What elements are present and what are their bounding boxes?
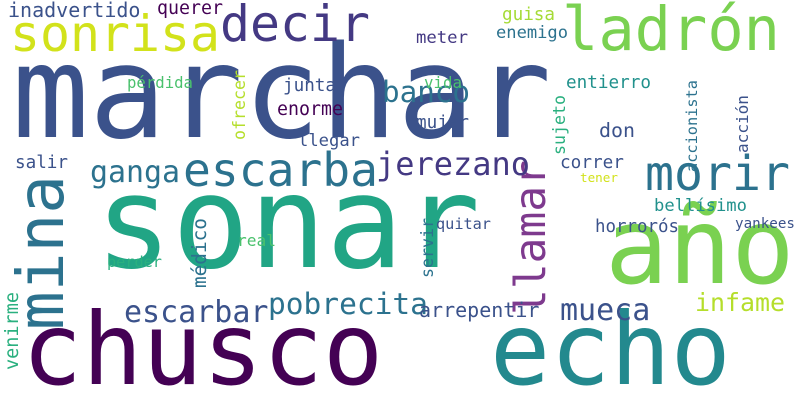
word-sujeto: sujeto bbox=[550, 95, 569, 155]
word-bellisimo: bellísimo bbox=[654, 196, 747, 216]
word-arrepentir: arrepentir bbox=[419, 298, 540, 322]
word-decir: decir bbox=[220, 0, 370, 53]
word-real: real bbox=[237, 231, 276, 250]
word-accion: acción bbox=[733, 95, 752, 153]
word-servir: servir bbox=[418, 218, 437, 278]
word-accionista: accionista bbox=[683, 80, 701, 172]
word-venirme: venirme bbox=[2, 292, 23, 370]
word-quitar: quitar bbox=[436, 215, 491, 233]
word-infame: infame bbox=[695, 288, 785, 317]
word-echo: echo bbox=[490, 291, 731, 400]
word-correr: correr bbox=[560, 153, 624, 173]
word-don: don bbox=[599, 119, 635, 142]
word-querer: querer bbox=[157, 0, 223, 19]
word-horroros: horrorós bbox=[595, 217, 679, 237]
word-salir: salir bbox=[15, 153, 69, 173]
word-sonrisa: sonrisa bbox=[10, 5, 220, 63]
word-llegar: llegar bbox=[298, 131, 360, 151]
word-jerezano: jerezano bbox=[376, 145, 530, 183]
word-mueca: mueca bbox=[560, 293, 651, 328]
word-marchar: marchar bbox=[12, 19, 552, 168]
word-medico: médico bbox=[188, 218, 211, 288]
word-banco: banco bbox=[382, 75, 471, 109]
word-tener: tener bbox=[580, 170, 618, 185]
word-ano: año bbox=[605, 186, 795, 308]
word-ladron: ladrón bbox=[562, 0, 780, 65]
word-pobrecita: pobrecita bbox=[268, 287, 428, 321]
word-escarba: escarba bbox=[183, 143, 378, 197]
word-ofrecer: ofrecer bbox=[230, 70, 249, 140]
word-escarbar: escarbar bbox=[124, 295, 269, 330]
word-enorme: enorme bbox=[277, 99, 343, 120]
word-entierro: entierro bbox=[566, 73, 651, 93]
word-ganga: ganga bbox=[90, 155, 180, 190]
word-guisa: guisa bbox=[502, 5, 556, 25]
word-sonar: sonar bbox=[95, 149, 481, 298]
word-perdida: pérdida bbox=[127, 73, 193, 92]
word-enemigo: enemigo bbox=[496, 23, 568, 43]
word-inadvertido: inadvertido bbox=[8, 0, 141, 22]
word-perder: perder bbox=[107, 253, 162, 271]
word-llamar: llamar bbox=[506, 160, 556, 315]
word-vida: vida bbox=[424, 73, 462, 92]
word-junta: junta bbox=[283, 76, 337, 96]
word-meter: meter bbox=[416, 28, 468, 48]
word-mujer: mujer bbox=[416, 113, 470, 133]
word-morir: morir bbox=[645, 146, 790, 202]
word-yankees: yankees bbox=[735, 216, 795, 232]
word-chusco: chusco bbox=[22, 291, 384, 400]
